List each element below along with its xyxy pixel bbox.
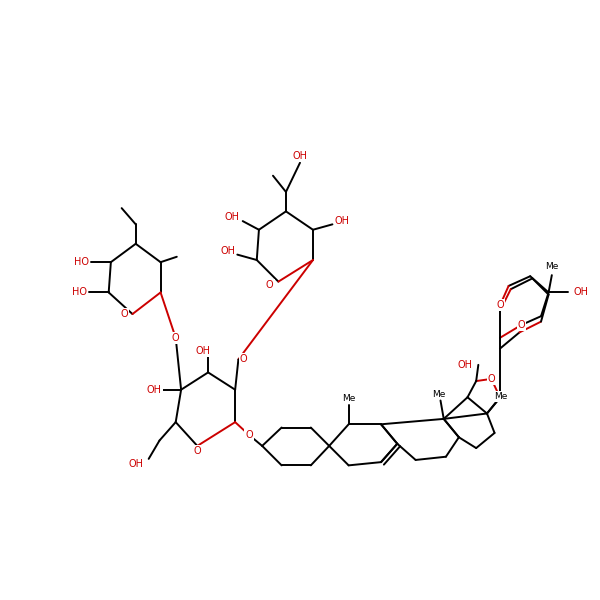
Text: OH: OH: [292, 151, 307, 161]
Text: O: O: [518, 320, 526, 330]
Text: OH: OH: [195, 346, 210, 356]
Text: O: O: [194, 446, 201, 457]
Text: OH: OH: [224, 212, 239, 222]
Text: O: O: [496, 301, 504, 310]
Text: O: O: [240, 355, 248, 364]
Text: Me: Me: [431, 389, 445, 398]
Text: O: O: [172, 333, 179, 343]
Text: HO: HO: [72, 287, 87, 298]
Text: OH: OH: [128, 459, 143, 469]
Text: HO: HO: [74, 257, 89, 267]
Text: OH: OH: [220, 247, 235, 256]
Text: O: O: [245, 430, 253, 440]
Text: Me: Me: [545, 262, 559, 271]
Text: Me: Me: [494, 392, 508, 401]
Text: O: O: [120, 309, 128, 319]
Text: O: O: [487, 374, 495, 384]
Text: OH: OH: [458, 360, 473, 370]
Text: O: O: [266, 280, 274, 290]
Text: OH: OH: [574, 287, 589, 298]
Text: Me: Me: [342, 394, 355, 403]
Text: OH: OH: [146, 385, 161, 395]
Text: OH: OH: [335, 216, 350, 226]
